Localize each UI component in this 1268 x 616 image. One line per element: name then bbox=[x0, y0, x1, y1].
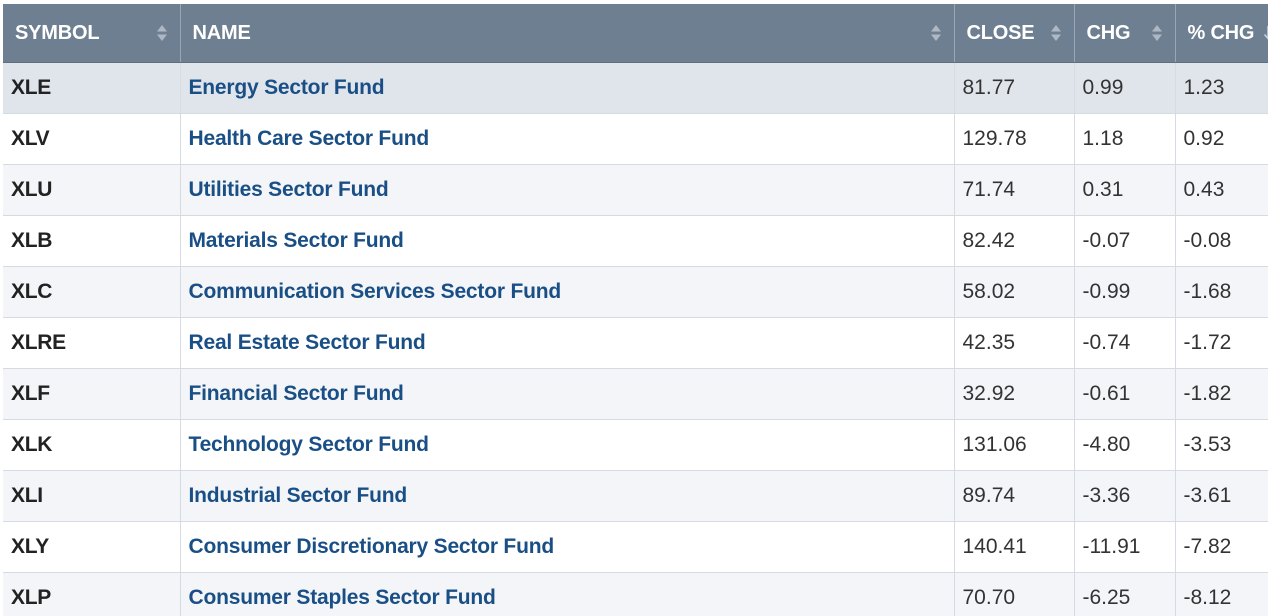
header-row: SYMBOL NAME CLOSE CHG % CHG bbox=[3, 4, 1268, 63]
chg-cell: -6.25 bbox=[1074, 572, 1176, 616]
fund-name-link[interactable]: Consumer Staples Sector Fund bbox=[188, 586, 496, 609]
table-row[interactable]: XLF Financial Sector Fund 32.92 -0.61 -1.82 bbox=[3, 368, 1268, 420]
fund-name-link[interactable]: Utilities Sector Fund bbox=[188, 178, 389, 201]
chg-cell: -0.07 bbox=[1074, 215, 1176, 267]
name-cell: Real Estate Sector Fund bbox=[180, 317, 955, 369]
sort-both-icon bbox=[156, 25, 167, 41]
name-cell: Health Care Sector Fund bbox=[180, 113, 955, 165]
pchg-cell: -8.12 bbox=[1175, 572, 1268, 616]
table-header: SYMBOL NAME CLOSE CHG % CHG bbox=[3, 4, 1268, 63]
name-cell: Utilities Sector Fund bbox=[180, 164, 955, 216]
fund-name-link[interactable]: Technology Sector Fund bbox=[188, 433, 429, 456]
chg-cell: -4.80 bbox=[1074, 419, 1176, 471]
fund-name-link[interactable]: Communication Services Sector Fund bbox=[188, 280, 562, 303]
symbol-cell: XLB bbox=[3, 215, 181, 267]
symbol-cell: XLI bbox=[3, 470, 181, 522]
close-cell: 140.41 bbox=[954, 521, 1075, 573]
fund-name-link[interactable]: Materials Sector Fund bbox=[188, 229, 404, 252]
table-row[interactable]: XLB Materials Sector Fund 82.42 -0.07 -0.08 bbox=[3, 215, 1268, 267]
name-cell: Communication Services Sector Fund bbox=[180, 266, 955, 318]
chg-cell: -11.91 bbox=[1074, 521, 1176, 573]
sort-desc-icon bbox=[1263, 26, 1268, 40]
name-cell: Industrial Sector Fund bbox=[180, 470, 955, 522]
chg-cell: -0.99 bbox=[1074, 266, 1176, 318]
fund-name-link[interactable]: Financial Sector Fund bbox=[188, 382, 404, 405]
table-row[interactable]: XLU Utilities Sector Fund 71.74 0.31 0.43 bbox=[3, 164, 1268, 216]
column-header-label: CHG bbox=[1086, 21, 1131, 44]
pchg-cell: -3.61 bbox=[1175, 470, 1268, 522]
chg-cell: 0.31 bbox=[1074, 164, 1176, 216]
sector-funds-table: SYMBOL NAME CLOSE CHG % CHG XLE Energy Sector… bbox=[3, 4, 1268, 616]
table-row[interactable]: XLK Technology Sector Fund 131.06 -4.80 -3.5… bbox=[3, 419, 1268, 471]
close-cell: 82.42 bbox=[954, 215, 1075, 267]
fund-name-link[interactable]: Energy Sector Fund bbox=[188, 76, 385, 99]
name-cell: Energy Sector Fund bbox=[180, 62, 955, 114]
close-cell: 81.77 bbox=[954, 62, 1075, 114]
pchg-cell: -0.08 bbox=[1175, 215, 1268, 267]
table-row[interactable]: XLC Communication Services Sector Fund 58.… bbox=[3, 266, 1268, 318]
column-header-label: % CHG bbox=[1187, 21, 1255, 44]
name-cell: Consumer Staples Sector Fund bbox=[180, 572, 955, 616]
chg-cell: 0.99 bbox=[1074, 62, 1176, 114]
table-body: XLE Energy Sector Fund 81.77 0.99 1.23 XLV Hea… bbox=[3, 62, 1268, 616]
chg-cell: 1.18 bbox=[1074, 113, 1176, 165]
sector-funds-table-container: SYMBOL NAME CLOSE CHG % CHG XLE Energy Sector… bbox=[3, 4, 1268, 616]
column-header-label: NAME bbox=[192, 21, 251, 44]
pchg-cell: -1.72 bbox=[1175, 317, 1268, 369]
pchg-cell: 0.43 bbox=[1175, 164, 1268, 216]
symbol-cell: XLU bbox=[3, 164, 181, 216]
name-cell: Materials Sector Fund bbox=[180, 215, 955, 267]
fund-name-link[interactable]: Health Care Sector Fund bbox=[188, 127, 430, 150]
chg-cell: -0.61 bbox=[1074, 368, 1176, 420]
symbol-cell: XLF bbox=[3, 368, 181, 420]
column-header-symbol[interactable]: SYMBOL bbox=[3, 4, 181, 63]
pchg-cell: -1.82 bbox=[1175, 368, 1268, 420]
sort-both-icon bbox=[930, 25, 941, 41]
symbol-cell: XLV bbox=[3, 113, 181, 165]
table-row[interactable]: XLRE Real Estate Sector Fund 42.35 -0.74 -1.… bbox=[3, 317, 1268, 369]
pchg-cell: 1.23 bbox=[1175, 62, 1268, 114]
column-header-label: SYMBOL bbox=[15, 21, 100, 44]
column-header-pchg[interactable]: % CHG bbox=[1175, 4, 1268, 63]
pchg-cell: 0.92 bbox=[1175, 113, 1268, 165]
pchg-cell: -1.68 bbox=[1175, 266, 1268, 318]
symbol-cell: XLY bbox=[3, 521, 181, 573]
fund-name-link[interactable]: Industrial Sector Fund bbox=[188, 484, 408, 507]
symbol-cell: XLP bbox=[3, 572, 181, 616]
pchg-cell: -7.82 bbox=[1175, 521, 1268, 573]
close-cell: 89.74 bbox=[954, 470, 1075, 522]
close-cell: 131.06 bbox=[954, 419, 1075, 471]
name-cell: Technology Sector Fund bbox=[180, 419, 955, 471]
close-cell: 58.02 bbox=[954, 266, 1075, 318]
close-cell: 129.78 bbox=[954, 113, 1075, 165]
fund-name-link[interactable]: Real Estate Sector Fund bbox=[188, 331, 426, 354]
close-cell: 32.92 bbox=[954, 368, 1075, 420]
table-row[interactable]: XLP Consumer Staples Sector Fund 70.70 -6.2… bbox=[3, 572, 1268, 616]
close-cell: 70.70 bbox=[954, 572, 1075, 616]
column-header-close[interactable]: CLOSE bbox=[954, 4, 1075, 63]
symbol-cell: XLE bbox=[3, 62, 181, 114]
table-row[interactable]: XLI Industrial Sector Fund 89.74 -3.36 -3.61 bbox=[3, 470, 1268, 522]
table-row[interactable]: XLE Energy Sector Fund 81.77 0.99 1.23 bbox=[3, 62, 1268, 114]
column-header-chg[interactable]: CHG bbox=[1074, 4, 1176, 63]
symbol-cell: XLC bbox=[3, 266, 181, 318]
close-cell: 71.74 bbox=[954, 164, 1075, 216]
sort-both-icon bbox=[1151, 25, 1162, 41]
symbol-cell: XLRE bbox=[3, 317, 181, 369]
column-header-name[interactable]: NAME bbox=[180, 4, 955, 63]
close-cell: 42.35 bbox=[954, 317, 1075, 369]
column-header-label: CLOSE bbox=[966, 21, 1035, 44]
chg-cell: -3.36 bbox=[1074, 470, 1176, 522]
table-row[interactable]: XLY Consumer Discretionary Sector Fund 140… bbox=[3, 521, 1268, 573]
sort-both-icon bbox=[1050, 25, 1061, 41]
symbol-cell: XLK bbox=[3, 419, 181, 471]
name-cell: Financial Sector Fund bbox=[180, 368, 955, 420]
chg-cell: -0.74 bbox=[1074, 317, 1176, 369]
name-cell: Consumer Discretionary Sector Fund bbox=[180, 521, 955, 573]
pchg-cell: -3.53 bbox=[1175, 419, 1268, 471]
table-row[interactable]: XLV Health Care Sector Fund 129.78 1.18 0.92 bbox=[3, 113, 1268, 165]
fund-name-link[interactable]: Consumer Discretionary Sector Fund bbox=[188, 535, 555, 558]
